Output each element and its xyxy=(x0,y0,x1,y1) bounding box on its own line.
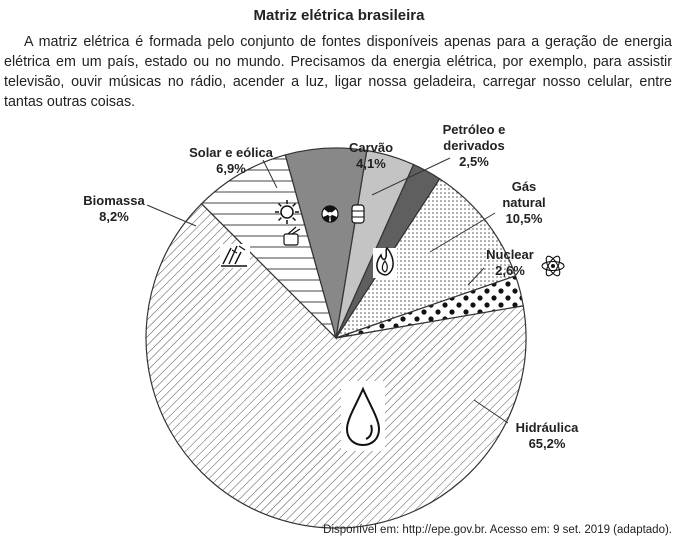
oil-barrel-icon xyxy=(351,204,365,224)
leader-line xyxy=(146,204,197,227)
pie-slice xyxy=(145,202,527,529)
source-note: Disponível em: http://epe.gov.br. Acesso… xyxy=(323,524,672,536)
atom-icon xyxy=(541,255,565,277)
leader-line xyxy=(371,157,451,196)
slice-label: Nuclear 2,6% xyxy=(486,247,534,278)
leader-line xyxy=(473,399,509,424)
water-drop-icon xyxy=(341,381,385,451)
slice-label: Gás natural 10,5% xyxy=(502,179,545,226)
slice-label: Solar e eólica 6,9% xyxy=(189,145,274,176)
pie-slice xyxy=(200,154,338,341)
chart-title: Matriz elétrica brasileira xyxy=(253,7,425,24)
slice-label: Carvão 4,1% xyxy=(349,140,393,171)
leader-line xyxy=(467,267,485,286)
slice-label: Petróleo e derivados 2,5% xyxy=(443,122,506,169)
intro-paragraph: A matriz elétrica é formada pelo conjunt… xyxy=(4,34,672,110)
coal-icon xyxy=(321,205,339,223)
slice-label: Hidráulica 65,2% xyxy=(516,420,580,451)
flame-icon xyxy=(373,246,397,278)
leader-line xyxy=(262,159,278,189)
sun-and-wind-icons xyxy=(275,200,301,246)
pie-slice xyxy=(334,178,517,340)
slice-label: Biomassa 8,2% xyxy=(83,193,145,224)
leader-line xyxy=(429,212,496,253)
biomass-icon xyxy=(220,244,250,268)
